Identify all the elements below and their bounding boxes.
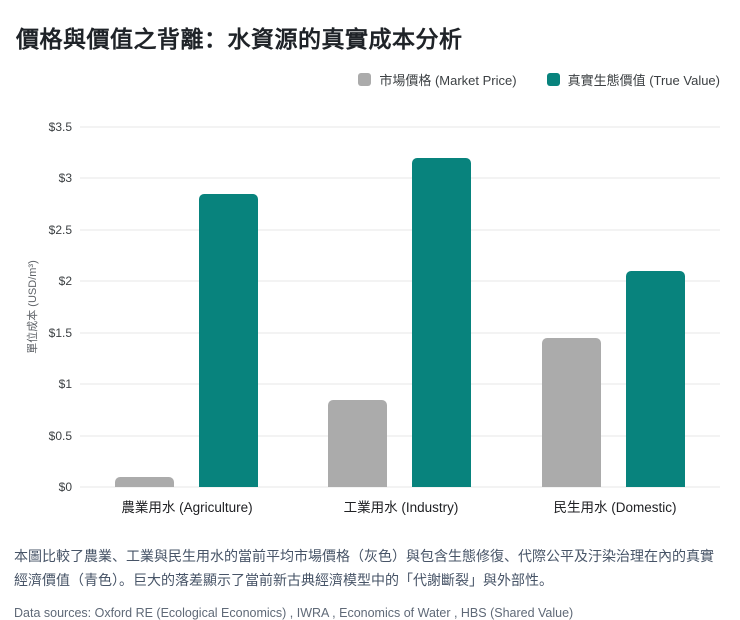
plot-area bbox=[80, 126, 720, 488]
x-axis-spacer bbox=[14, 496, 80, 516]
legend-label-market-price: 市場價格 (Market Price) bbox=[379, 73, 517, 88]
y-tick-label: $1.5 bbox=[48, 325, 72, 340]
x-category-label: 民生用水 (Domestic) bbox=[553, 500, 677, 515]
y-tick-label: $3.5 bbox=[48, 120, 72, 134]
market-price-swatch-icon bbox=[358, 73, 372, 86]
y-axis-ticks: $0 $0.5 $1 $1.5 $2 $2.5 $3 $3.5 bbox=[36, 120, 80, 494]
gridline bbox=[80, 126, 720, 128]
gridline bbox=[80, 331, 720, 334]
chart-caption: 本圖比較了農業、工業與民生用水的當前平均市場價格（灰色）與包含生態修復、代際公平… bbox=[14, 548, 714, 588]
x-axis-labels: 農業用水 (Agriculture) 工業用水 (Industry) 民生用水 (D… bbox=[80, 496, 722, 516]
bar-market-price[interactable] bbox=[541, 337, 601, 487]
y-tick-label: $3 bbox=[58, 171, 72, 186]
page-title: 價格與價值之背離：水資源的真實成本分析 bbox=[16, 26, 463, 52]
bar-true-value[interactable] bbox=[412, 157, 472, 487]
legend-item-market-price[interactable]: 市場價格 (Market Price) bbox=[358, 70, 517, 89]
bar-group bbox=[293, 127, 506, 487]
bar-true-value[interactable] bbox=[625, 271, 685, 487]
y-tick-label: $0 bbox=[58, 480, 72, 494]
legend-item-true-value[interactable]: 真實生態價值 (True Value) bbox=[546, 70, 720, 89]
bar-group bbox=[507, 127, 720, 487]
legend-label-true-value: 真實生態價值 (True Value) bbox=[567, 73, 720, 88]
bar-chart: 單位成本 (USD/m³) $0 $0.5 $1 $1.5 $2 $2.5 $3 $3.5 bbox=[14, 120, 722, 494]
data-sources: Data sources: Oxford RE (Ecological Econ… bbox=[14, 606, 574, 620]
gridline bbox=[80, 383, 720, 386]
bar-group bbox=[80, 127, 293, 487]
y-tick-label: $2 bbox=[58, 274, 72, 289]
gridline bbox=[80, 434, 720, 437]
x-category-label: 工業用水 (Industry) bbox=[343, 500, 459, 515]
y-tick-label: $1 bbox=[58, 377, 72, 392]
x-category-label: 農業用水 (Agriculture) bbox=[121, 500, 253, 515]
water-true-cost-chart-card: 價格與價值之背離：水資源的真實成本分析 市場價格 (Market Price) … bbox=[14, 26, 722, 620]
bar-market-price[interactable] bbox=[328, 399, 388, 487]
gridline bbox=[80, 228, 720, 231]
y-tick-label: $0.5 bbox=[48, 428, 72, 443]
y-tick-label: $2.5 bbox=[48, 222, 72, 237]
true-value-swatch-icon bbox=[546, 73, 560, 86]
chart-legend: 市場價格 (Market Price) 真實生態價值 (True Value) bbox=[14, 70, 722, 89]
gridline bbox=[80, 280, 720, 283]
y-axis-title-wrap: 單位成本 (USD/m³) bbox=[14, 127, 39, 487]
bar-groups bbox=[80, 127, 720, 487]
gridline bbox=[80, 177, 720, 180]
bar-true-value[interactable] bbox=[199, 193, 259, 487]
gridline bbox=[80, 486, 720, 488]
bar-market-price[interactable] bbox=[115, 476, 175, 487]
x-axis: 農業用水 (Agriculture) 工業用水 (Industry) 民生用水 (D… bbox=[14, 496, 722, 516]
